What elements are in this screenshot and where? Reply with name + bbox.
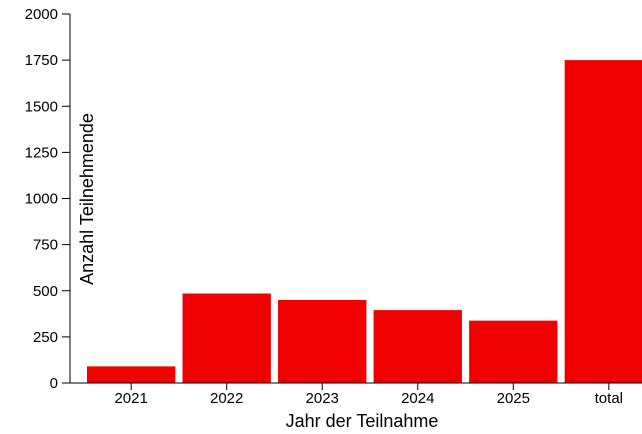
bar-2025 xyxy=(469,320,558,383)
bar-2022 xyxy=(182,293,271,383)
x-tick-label: 2022 xyxy=(210,390,243,407)
y-tick-label: 250 xyxy=(33,329,58,346)
x-tick-label: total xyxy=(595,390,623,407)
x-axis-title: Jahr der Teilnahme xyxy=(286,411,439,431)
bar-2021 xyxy=(87,366,176,383)
bar-2023 xyxy=(278,299,367,383)
y-tick-label: 1750 xyxy=(25,52,58,69)
y-tick-label: 750 xyxy=(33,237,58,254)
x-tick-label: 2023 xyxy=(306,390,339,407)
y-tick-label: 500 xyxy=(33,283,58,300)
y-tick-label: 1000 xyxy=(25,191,58,208)
x-axis: 2021 2022 2023 2024 2025 total xyxy=(70,382,642,407)
y-axis: 0 250 500 750 1000 1250 1500 1750 2000 xyxy=(25,6,71,392)
bar-2024 xyxy=(373,310,462,383)
y-tick-label: 1250 xyxy=(25,144,58,161)
bars-group xyxy=(87,60,642,383)
y-tick-label: 2000 xyxy=(25,6,58,23)
y-axis-title: Anzahl Teilnehmende xyxy=(77,113,97,285)
y-tick-label: 1500 xyxy=(25,98,58,115)
y-tick-label: 0 xyxy=(50,375,58,392)
x-tick-label: 2021 xyxy=(114,390,147,407)
bar-total xyxy=(564,60,642,383)
x-tick-label: 2025 xyxy=(497,390,530,407)
x-tick-label: 2024 xyxy=(401,390,434,407)
